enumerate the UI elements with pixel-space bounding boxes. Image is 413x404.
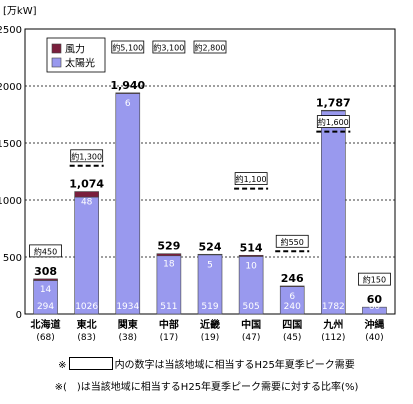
- bar-total-label: 246: [281, 272, 304, 285]
- bar-total-label: 308: [34, 265, 57, 278]
- bar-solar-value: 294: [37, 302, 54, 312]
- demand-box: [111, 40, 145, 54]
- demand-box: [234, 172, 268, 186]
- x-tick-ratio: (47): [242, 333, 260, 343]
- bar-total-label: 1,940: [110, 79, 145, 92]
- y-axis-unit: [万kW]: [3, 6, 37, 17]
- bar-solar-value: 511: [160, 302, 177, 312]
- demand-box: [193, 40, 227, 54]
- x-tick-label: 中国: [241, 318, 261, 331]
- demand-box: [358, 272, 391, 286]
- y-tick-label: 500: [3, 253, 22, 264]
- x-tick-ratio: (40): [365, 333, 383, 343]
- bar-wind-value: 10: [245, 261, 257, 271]
- legend-label-wind: 風力: [65, 43, 85, 56]
- note-box-icon: [68, 357, 113, 370]
- note-peak-demand-prefix: ※: [58, 360, 67, 371]
- note-peak-demand-text: 内の数字は当該地域に相当するH25年夏季ピーク需要: [114, 360, 355, 371]
- x-tick-label: 関東: [118, 318, 138, 331]
- demand-label: 約550: [281, 237, 304, 247]
- x-tick-ratio: (45): [283, 333, 301, 343]
- demand-label: 約1,300: [71, 151, 102, 161]
- demand-box: [70, 149, 104, 163]
- bar-wind-value: 48: [81, 198, 93, 208]
- bar-solar-value: 60: [369, 302, 381, 312]
- legend-label-solar: 太陽光: [65, 57, 95, 70]
- x-tick-label: 東北: [77, 318, 97, 331]
- bar-solar: [238, 256, 264, 315]
- bar-solar: [362, 306, 387, 315]
- x-tick-ratio: (38): [119, 333, 137, 343]
- x-tick-ratio: (112): [321, 333, 345, 343]
- note-ratio-text: ※( )は当該地域に相当するH25年夏季ピーク需要に対する比率(%): [54, 382, 359, 393]
- bar-total-label: 60: [367, 293, 383, 306]
- bar-solar-value: 505: [243, 302, 260, 312]
- demand-box: [275, 234, 309, 248]
- demand-label: 約1,100: [236, 174, 267, 184]
- bar-wind: [115, 92, 141, 94]
- bar-wind: [279, 285, 305, 287]
- demand-label: 約5,100: [112, 43, 143, 53]
- note-ratio: ※( )は当該地域に相当するH25年夏季ピーク需要に対する比率(%): [0, 378, 413, 393]
- bar-total-label: 1,074: [69, 178, 104, 191]
- demand-label: 約1,600: [318, 117, 349, 127]
- demand-label: 約150: [363, 275, 386, 285]
- demand-box: [29, 244, 62, 258]
- legend-swatch-wind: [51, 43, 62, 54]
- y-tick-label: 2000: [0, 82, 22, 93]
- bar-solar: [33, 280, 58, 315]
- y-tick-label: 2500: [0, 25, 22, 36]
- bar-solar: [321, 110, 346, 315]
- note-peak-demand: ※ 内の数字は当該地域に相当するH25年夏季ピーク需要: [0, 356, 413, 371]
- bar-solar-value: 1782: [322, 302, 345, 312]
- bar-wind: [238, 254, 264, 257]
- bar-wind: [74, 191, 99, 198]
- bar-total-label: 1,787: [316, 96, 351, 109]
- bar-solar-value: 1934: [116, 302, 139, 312]
- demand-label: 約3,100: [153, 43, 184, 53]
- x-tick-ratio: (68): [36, 333, 54, 343]
- y-tick-label: 0: [16, 310, 22, 321]
- x-tick-label: 近畿: [200, 318, 220, 331]
- bar-wind: [321, 109, 346, 112]
- bar-total-label: 524: [199, 240, 222, 253]
- x-tick-label: 中部: [159, 318, 179, 331]
- y-tick-label: 1500: [0, 139, 22, 150]
- x-tick-label: 北海道: [31, 318, 61, 331]
- bar-total-label: 514: [240, 241, 263, 254]
- demand-label: 約2,800: [195, 43, 226, 53]
- bar-solar: [197, 254, 223, 315]
- bar-wind: [197, 253, 223, 256]
- x-tick-label: 沖縄: [364, 318, 384, 331]
- x-tick-ratio: (83): [77, 333, 95, 343]
- demand-box: [316, 115, 350, 128]
- x-tick-ratio: (19): [201, 333, 219, 343]
- bar-wind: [156, 253, 182, 257]
- bar-total-label: 529: [157, 240, 180, 253]
- x-tick-label: 四国: [282, 319, 302, 331]
- bar-solar: [115, 93, 141, 315]
- demand-label: 約450: [34, 246, 57, 256]
- x-tick-label: 九州: [322, 318, 343, 331]
- bar-solar-value: 519: [201, 302, 218, 312]
- bar-wind-value: 18: [163, 260, 175, 270]
- x-tick-ratio: (17): [160, 333, 178, 343]
- bar-solar-value: 240: [284, 302, 301, 312]
- bar-wind-value: 6: [289, 292, 295, 302]
- bar-solar-value: 1026: [75, 302, 98, 312]
- bar-wind-value: 5: [207, 260, 213, 270]
- y-tick-label: 1000: [0, 196, 22, 207]
- capacity-bar-chart: 0 500 1000 1500 2000 2500 [万kW] 294 14 308 北海道 (68)…: [0, 6, 396, 343]
- bar-wind-value: 6: [125, 99, 131, 109]
- bar-solar: [279, 286, 305, 315]
- bar-solar: [74, 196, 99, 315]
- demand-box: [152, 40, 186, 54]
- bar-wind-value: 14: [40, 285, 52, 295]
- bar-wind: [33, 278, 58, 281]
- legend-swatch-solar: [51, 57, 62, 68]
